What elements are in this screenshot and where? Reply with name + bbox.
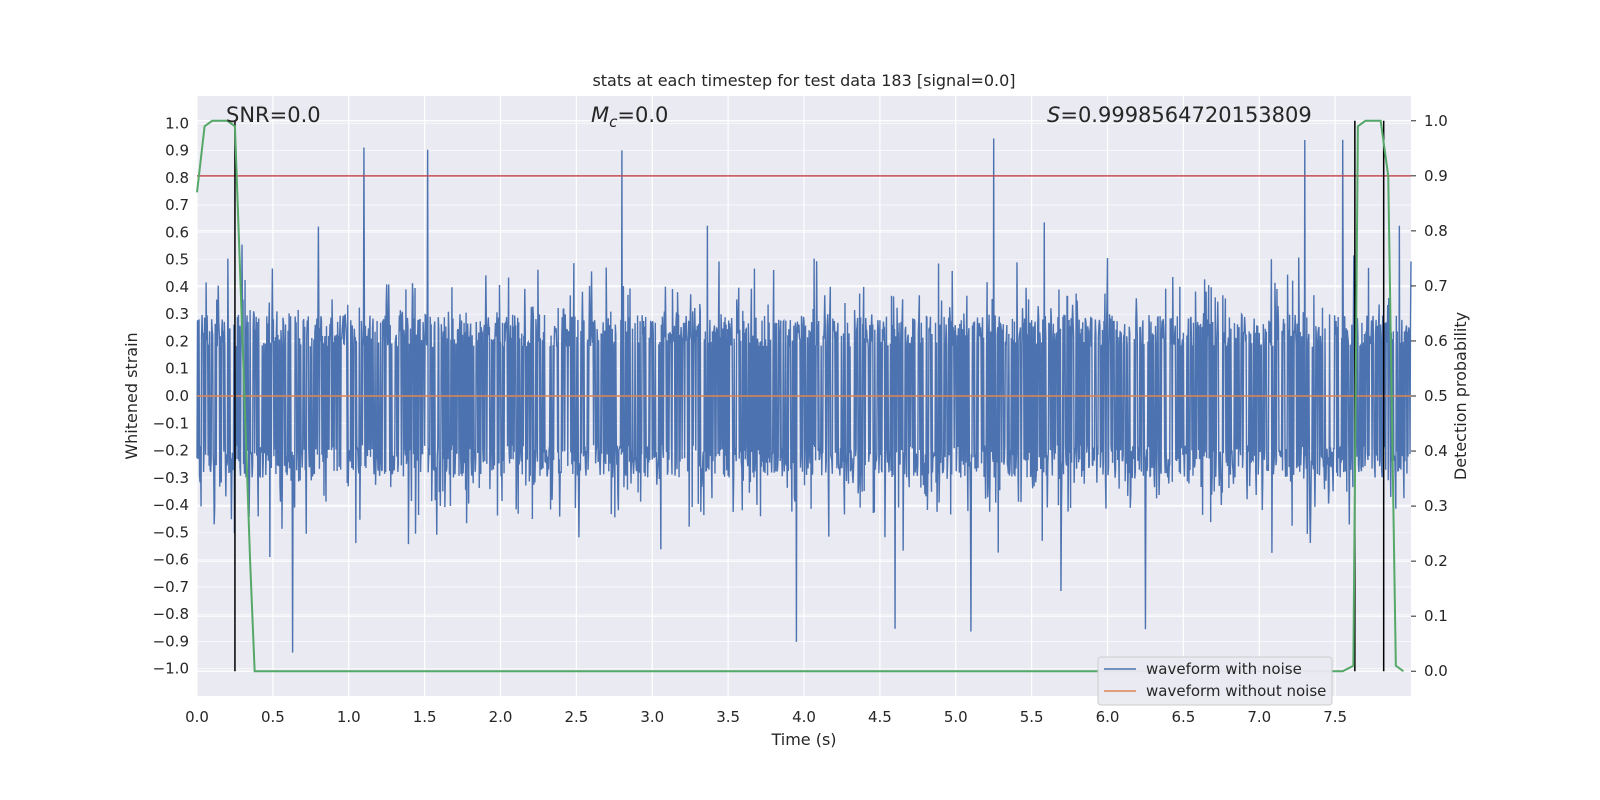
x-tick-label: 1.0 (337, 708, 361, 726)
y-tick-label: 0.3 (165, 305, 189, 323)
x-axis-label: Time (s) (770, 730, 836, 749)
score-annotation: S=0.9998564720153809 (1047, 103, 1312, 127)
legend: waveform with noise waveform without noi… (1097, 656, 1333, 706)
y2-tick-label: 0.7 (1424, 277, 1448, 295)
x-tick-label: 7.0 (1247, 708, 1271, 726)
score-symbol: S (1047, 103, 1060, 127)
y2-tick-label: 0.5 (1424, 387, 1448, 405)
chirp-mass-value: =0.0 (617, 103, 668, 127)
x-tick-label: 7.5 (1323, 708, 1347, 726)
x-tick-label: 2.0 (489, 708, 513, 726)
y2-tick-label: 0.0 (1424, 662, 1448, 680)
y-tick-label: 0.2 (165, 332, 189, 350)
y-tick-label: 0.9 (165, 142, 189, 160)
y-tick-label: −0.9 (153, 632, 189, 650)
y-tick-label: −0.6 (153, 551, 189, 569)
score-value: =0.9998564720153809 (1060, 103, 1311, 127)
y-tick-label: −0.4 (153, 496, 189, 514)
y-axis-label: Whitened strain (122, 332, 141, 459)
y-tick-label: 0.0 (165, 387, 189, 405)
y-tick-label: 0.6 (165, 223, 189, 241)
x-tick-label: 2.5 (564, 708, 588, 726)
y-tick-label: 0.5 (165, 251, 189, 269)
x-tick-label: 0.0 (185, 708, 209, 726)
y-tick-label: 0.1 (165, 360, 189, 378)
y-tick-label: −0.7 (153, 578, 189, 596)
x-axis-ticks: 0.0 0.5 1.0 1.5 2.0 2.5 3.0 3.5 4.0 4.5 5.0 5.5 6.0 6… (185, 708, 1347, 726)
x-tick-label: 1.5 (413, 708, 437, 726)
y2-axis-ticks: 0.0 0.1 0.2 0.3 0.4 0.5 0.6 0.7 0.8 0.9 1.0 (1411, 112, 1448, 680)
x-tick-label: 0.5 (261, 708, 285, 726)
y-tick-label: −0.5 (153, 523, 189, 541)
snr-annotation: SNR=0.0 (226, 103, 321, 127)
x-tick-label: 4.0 (792, 708, 816, 726)
chart-title: stats at each timestep for test data 183… (592, 71, 1015, 90)
chirp-mass-annotation: Mc=0.0 (591, 103, 668, 131)
y2-tick-label: 0.2 (1424, 552, 1448, 570)
y2-tick-label: 0.3 (1424, 497, 1448, 515)
y2-axis-label: Detection probability (1451, 312, 1470, 480)
y-axis-ticks: −1.0 −0.9 −0.8 −0.7 −0.6 −0.5 −0.4 −0.3 −0.2 −0.1… (153, 114, 189, 677)
chirp-mass-subscript: c (609, 113, 618, 131)
y-tick-label: −0.2 (153, 442, 189, 460)
chirp-mass-symbol: M (591, 103, 609, 127)
probability-line (196, 119, 1404, 673)
y-tick-label: 0.4 (165, 278, 189, 296)
y-tick-label: 1.0 (165, 114, 189, 132)
x-tick-label: 6.5 (1171, 708, 1195, 726)
y-tick-label: 0.8 (165, 169, 189, 187)
y2-tick-label: 0.6 (1424, 332, 1448, 350)
y-tick-label: −0.1 (153, 414, 189, 432)
noise-waveform-line (196, 138, 1412, 653)
series-detection-probability (196, 119, 1404, 673)
y2-tick-label: 1.0 (1424, 112, 1448, 130)
y-tick-label: −0.3 (153, 469, 189, 487)
series-waveform-with-noise (196, 138, 1412, 653)
legend-label-noise: waveform with noise (1146, 660, 1302, 678)
y2-tick-label: 0.4 (1424, 442, 1448, 460)
y2-tick-label: 0.9 (1424, 167, 1448, 185)
legend-label-clean: waveform without noise (1146, 682, 1326, 700)
y-tick-label: −1.0 (153, 660, 189, 678)
x-tick-label: 5.0 (944, 708, 968, 726)
x-tick-label: 3.0 (640, 708, 664, 726)
x-tick-label: 4.5 (868, 708, 892, 726)
x-tick-label: 5.5 (1020, 708, 1044, 726)
y-tick-label: −0.8 (153, 605, 189, 623)
y-tick-label: 0.7 (165, 196, 189, 214)
y2-tick-label: 0.1 (1424, 607, 1448, 625)
x-tick-label: 6.0 (1096, 708, 1120, 726)
legend-box (1097, 656, 1333, 706)
y2-tick-label: 0.8 (1424, 222, 1448, 240)
x-tick-label: 3.5 (716, 708, 740, 726)
